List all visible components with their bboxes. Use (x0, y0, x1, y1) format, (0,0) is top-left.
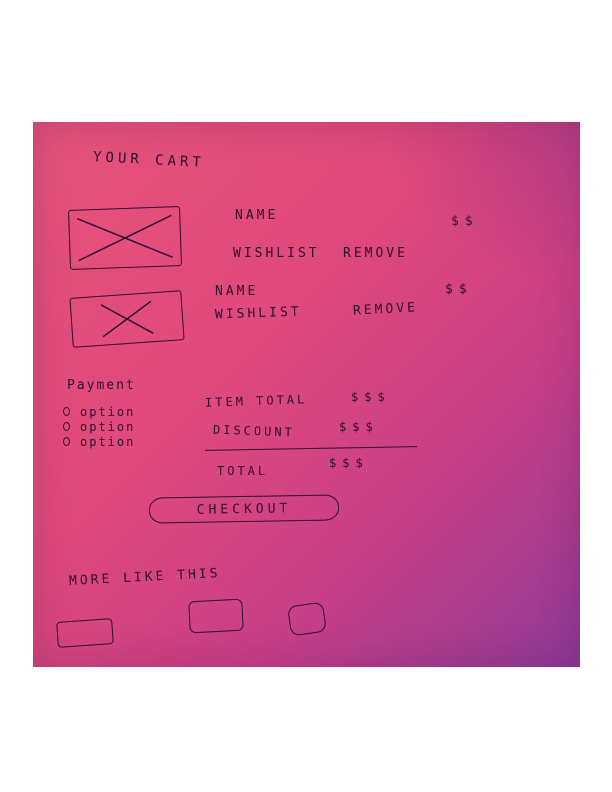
wishlist-link[interactable]: WISHLIST (214, 304, 302, 323)
summary-divider (205, 446, 417, 451)
cart-item-price: $$ (451, 214, 479, 229)
more-like-this-heading: MORE LIKE THIS (68, 566, 221, 589)
checkout-button[interactable]: CHECKOUT (148, 494, 340, 524)
total-label: TOTAL (217, 464, 269, 478)
cart-item-price: $$ (445, 282, 473, 297)
payment-option[interactable]: option (63, 404, 135, 419)
payment-option[interactable]: option (63, 434, 135, 449)
recommendation-card[interactable] (188, 598, 244, 634)
discount-value: $$$ (339, 420, 379, 434)
payment-options: option option option (63, 404, 135, 449)
cart-item-name: NAME (235, 208, 279, 223)
radio-button[interactable] (63, 437, 70, 446)
cart-title: YOUR CART (92, 149, 206, 171)
recommendation-card[interactable] (287, 601, 327, 637)
remove-link[interactable]: REMOVE (343, 246, 408, 261)
sketch-paper: YOUR CART NAME $$ WISHLIST REMOVE NAME $… (33, 122, 580, 667)
product-image-placeholder[interactable] (69, 290, 185, 348)
image-placeholder-icon (77, 214, 173, 262)
payment-option-label: option (80, 434, 136, 449)
recommendation-card[interactable] (56, 618, 114, 648)
payment-option-label: option (80, 419, 136, 434)
item-total-label: ITEM TOTAL (204, 392, 308, 410)
payment-heading: Payment (67, 378, 136, 393)
item-total-value: $$$ (351, 390, 391, 404)
radio-button[interactable] (63, 407, 70, 416)
remove-link[interactable]: REMOVE (352, 300, 419, 319)
total-value: $$$ (329, 456, 369, 470)
product-image-placeholder[interactable] (67, 206, 183, 270)
radio-button[interactable] (63, 422, 70, 431)
wishlist-link[interactable]: WISHLIST (233, 246, 320, 261)
payment-option-label: option (80, 404, 136, 419)
image-placeholder-icon (100, 300, 154, 338)
payment-option[interactable]: option (63, 419, 135, 434)
cart-item-name: NAME (215, 284, 259, 299)
discount-label: DISCOUNT (212, 422, 296, 440)
